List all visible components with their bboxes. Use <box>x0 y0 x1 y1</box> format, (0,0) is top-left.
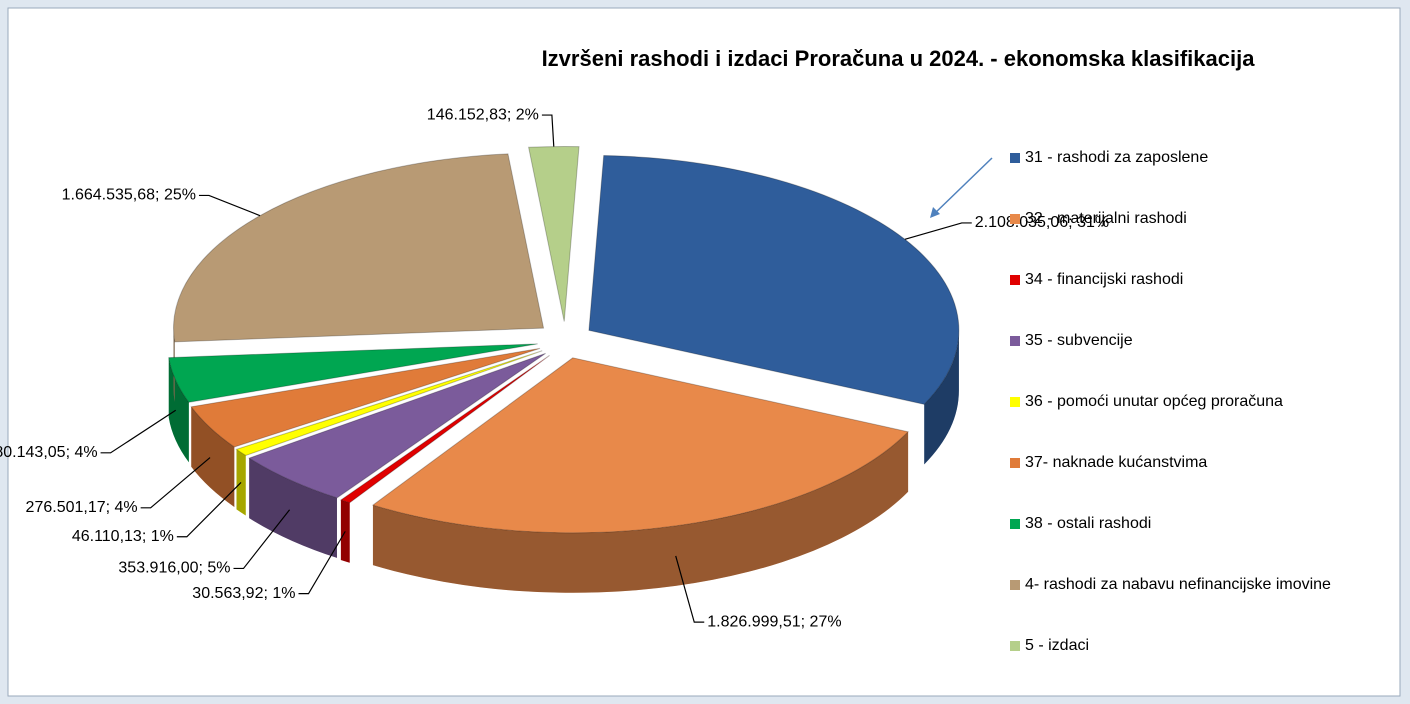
data-label: 280.143,05; 4% <box>0 444 98 461</box>
slice-side-shade <box>249 458 337 558</box>
slice-side <box>249 458 337 558</box>
leader-line <box>233 509 291 570</box>
data-label: 1.664.535,68; 25% <box>62 187 196 204</box>
slice-top <box>527 145 580 322</box>
slice-side-shade <box>236 449 246 516</box>
slice-side-shade <box>340 499 350 563</box>
legend-swatch <box>1010 275 1020 285</box>
legend-label: 32 - materijalni rashodi <box>1025 210 1187 227</box>
legend-swatch <box>1010 153 1020 163</box>
legend-swatch <box>1010 336 1020 346</box>
legend-label: 5 - izdaci <box>1025 637 1089 654</box>
arrow-head <box>930 207 940 218</box>
legend-swatch <box>1010 519 1020 529</box>
leader-line <box>675 555 705 623</box>
slice-top <box>173 153 545 343</box>
slice-top <box>190 347 541 448</box>
slice-top <box>371 357 910 534</box>
data-label: 46.110,13; 1% <box>72 528 174 545</box>
legend-label: 36 - pomoći unutar općeg proračuna <box>1025 393 1283 410</box>
legend-swatch <box>1010 641 1020 651</box>
legend-swatch <box>1010 580 1020 590</box>
data-label: 146.152,83; 2% <box>427 106 539 123</box>
slice-side-shade <box>191 406 235 507</box>
slice-side-shade <box>372 431 909 593</box>
slice-side <box>924 330 959 465</box>
leader-line <box>541 114 555 147</box>
leader-line <box>904 222 972 240</box>
legend-label: 4- rashodi za nabavu nefinancijske imovi… <box>1025 576 1331 593</box>
slice-side <box>340 499 350 563</box>
arrow <box>931 157 993 217</box>
data-label: 30.563,92; 1% <box>192 585 295 602</box>
data-label: 276.501,17; 4% <box>26 499 138 516</box>
leader-line <box>198 194 261 217</box>
slice-top <box>248 352 546 499</box>
legend-label: 37- naknade kućanstvima <box>1025 454 1207 471</box>
leader-line <box>298 531 346 595</box>
data-label: 2.108.035,06; 31% <box>975 214 1109 231</box>
slice-top <box>235 350 543 457</box>
slice-side <box>372 431 909 593</box>
legend-label: 34 - financijski rashodi <box>1025 271 1183 288</box>
slice-side <box>236 449 246 516</box>
legend-label: 31 - rashodi za zaposlene <box>1025 149 1208 166</box>
legend-label: 35 - subvencije <box>1025 332 1133 349</box>
legend-swatch <box>1010 458 1020 468</box>
legend-swatch <box>1010 397 1020 407</box>
leader-line <box>176 482 242 538</box>
slice-top <box>168 343 538 403</box>
data-label: 1.826.999,51; 27% <box>707 613 841 630</box>
legend-label: 38 - ostali rashodi <box>1025 515 1151 532</box>
slice-side-shade <box>924 330 959 465</box>
slice-side <box>191 406 235 507</box>
leader-line <box>140 457 211 509</box>
slice-top <box>588 154 960 405</box>
slice-top <box>339 355 550 504</box>
chart-title: Izvršeni rashodi i izdaci Proračuna u 20… <box>542 46 1256 71</box>
legend-swatch <box>1010 214 1020 224</box>
leader-line <box>100 409 177 454</box>
data-label: 353.916,00; 5% <box>118 560 230 577</box>
